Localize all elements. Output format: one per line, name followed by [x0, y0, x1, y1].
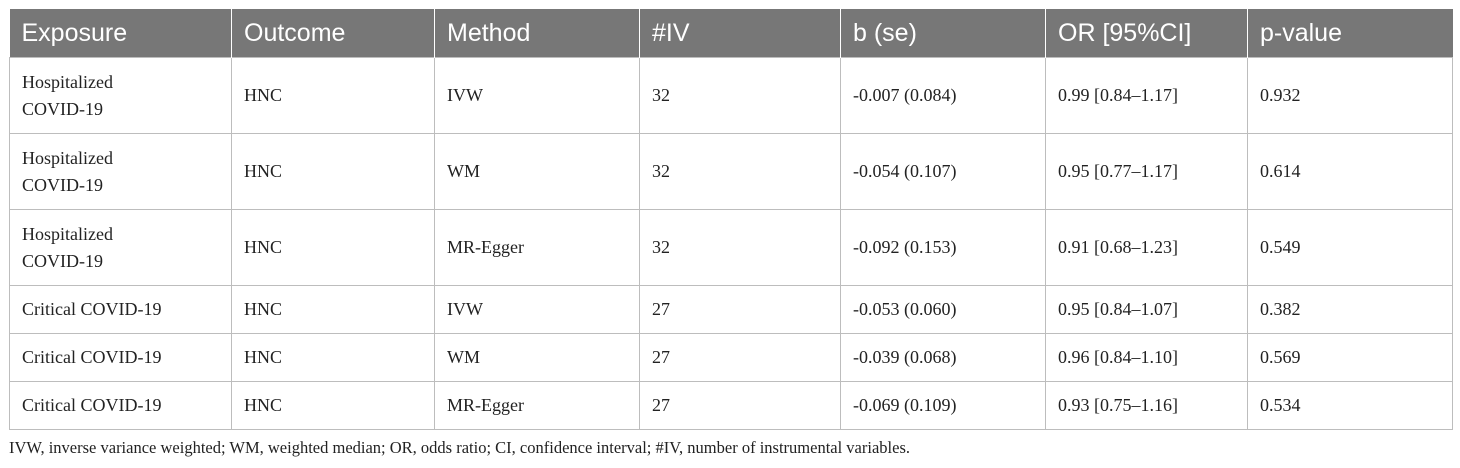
- cell-b-se: -0.053 (0.060): [840, 285, 1046, 334]
- cell-method: WM: [434, 133, 640, 210]
- table-row: Hospitalized COVID-19 HNC MR-Egger 32 -0.…: [9, 209, 1453, 286]
- cell-b-se: -0.007 (0.084): [840, 57, 1046, 134]
- header-exposure: Exposure: [9, 9, 232, 58]
- results-table-container: Exposure Outcome Method #IV b (se) OR [9…: [9, 9, 1453, 430]
- exposure-line2: COVID-19: [22, 174, 103, 195]
- cell-outcome: HNC: [231, 333, 435, 382]
- cell-or-ci: 0.95 [0.84–1.07]: [1045, 285, 1248, 334]
- cell-method: WM: [434, 333, 640, 382]
- cell-b-se: -0.069 (0.109): [840, 381, 1046, 430]
- cell-p-value: 0.614: [1247, 133, 1453, 210]
- cell-outcome: HNC: [231, 285, 435, 334]
- results-table: Exposure Outcome Method #IV b (se) OR [9…: [9, 9, 1453, 430]
- cell-p-value: 0.932: [1247, 57, 1453, 134]
- cell-iv-count: 27: [639, 333, 841, 382]
- cell-exposure: Hospitalized COVID-19: [9, 133, 232, 210]
- exposure-line1: Hospitalized: [22, 147, 113, 168]
- header-row: Exposure Outcome Method #IV b (se) OR [9…: [9, 9, 1453, 58]
- exposure-line1: Hospitalized: [22, 71, 113, 92]
- cell-or-ci: 0.93 [0.75–1.16]: [1045, 381, 1248, 430]
- cell-or-ci: 0.96 [0.84–1.10]: [1045, 333, 1248, 382]
- table-row: Critical COVID-19 HNC IVW 27 -0.053 (0.0…: [9, 285, 1453, 334]
- table-row: Critical COVID-19 HNC WM 27 -0.039 (0.06…: [9, 333, 1453, 382]
- cell-method: MR-Egger: [434, 381, 640, 430]
- header-b-se: b (se): [840, 9, 1046, 58]
- cell-outcome: HNC: [231, 381, 435, 430]
- exposure-line2: COVID-19: [22, 98, 103, 119]
- cell-iv-count: 27: [639, 285, 841, 334]
- cell-b-se: -0.092 (0.153): [840, 209, 1046, 286]
- table-row: Hospitalized COVID-19 HNC WM 32 -0.054 (0…: [9, 133, 1453, 210]
- cell-iv-count: 32: [639, 57, 841, 134]
- cell-b-se: -0.039 (0.068): [840, 333, 1046, 382]
- cell-b-se: -0.054 (0.107): [840, 133, 1046, 210]
- table-row: Hospitalized COVID-19 HNC IVW 32 -0.007 (…: [9, 57, 1453, 134]
- cell-outcome: HNC: [231, 209, 435, 286]
- header-method: Method: [434, 9, 640, 58]
- cell-exposure: Hospitalized COVID-19: [9, 57, 232, 134]
- cell-iv-count: 32: [639, 209, 841, 286]
- cell-iv-count: 32: [639, 133, 841, 210]
- cell-or-ci: 0.99 [0.84–1.17]: [1045, 57, 1248, 134]
- cell-outcome: HNC: [231, 57, 435, 134]
- cell-iv-count: 27: [639, 381, 841, 430]
- cell-method: IVW: [434, 285, 640, 334]
- cell-exposure: Critical COVID-19: [9, 381, 232, 430]
- exposure-line2: COVID-19: [22, 250, 103, 271]
- cell-exposure: Critical COVID-19: [9, 333, 232, 382]
- table-row: Critical COVID-19 HNC MR-Egger 27 -0.069…: [9, 381, 1453, 430]
- cell-method: IVW: [434, 57, 640, 134]
- cell-exposure: Hospitalized COVID-19: [9, 209, 232, 286]
- cell-p-value: 0.534: [1247, 381, 1453, 430]
- cell-p-value: 0.549: [1247, 209, 1453, 286]
- cell-p-value: 0.382: [1247, 285, 1453, 334]
- header-outcome: Outcome: [231, 9, 435, 58]
- header-iv-count: #IV: [639, 9, 841, 58]
- cell-outcome: HNC: [231, 133, 435, 210]
- cell-or-ci: 0.91 [0.68–1.23]: [1045, 209, 1248, 286]
- cell-exposure: Critical COVID-19: [9, 285, 232, 334]
- cell-p-value: 0.569: [1247, 333, 1453, 382]
- cell-or-ci: 0.95 [0.77–1.17]: [1045, 133, 1248, 210]
- header-or-ci: OR [95%CI]: [1045, 9, 1248, 58]
- cell-method: MR-Egger: [434, 209, 640, 286]
- exposure-line1: Hospitalized: [22, 223, 113, 244]
- header-p-value: p-value: [1247, 9, 1453, 58]
- table-footnote: IVW, inverse variance weighted; WM, weig…: [9, 438, 910, 457]
